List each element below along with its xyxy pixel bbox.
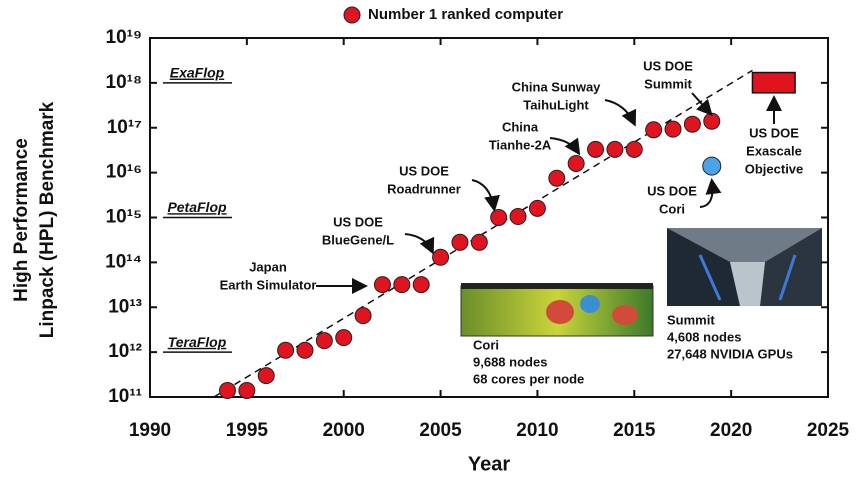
data-point <box>528 199 546 217</box>
annotation-arrow <box>404 233 435 255</box>
data-point <box>451 233 469 251</box>
data-point <box>625 140 643 158</box>
annotation: US DOE <box>643 58 693 73</box>
annotation: US DOE <box>333 214 383 229</box>
caption: Summit <box>667 312 715 327</box>
y-tick-label: 10¹⁵ <box>106 207 142 228</box>
data-point <box>567 154 585 172</box>
data-point <box>645 121 663 139</box>
x-tick-label: 2005 <box>419 420 462 441</box>
data-point <box>606 140 624 158</box>
annotation: US DOE <box>399 163 449 178</box>
annotation-arrow <box>604 99 637 127</box>
data-point <box>393 276 411 294</box>
y-tick-label: 10¹⁹ <box>106 27 142 48</box>
cori-photo <box>460 283 654 337</box>
data-point <box>432 248 450 266</box>
x-tick-label: 2015 <box>613 420 656 441</box>
x-axis-title: Year <box>468 453 510 475</box>
x-tick-label: 2020 <box>710 420 752 441</box>
y-tick-label: 10¹³ <box>108 296 142 317</box>
data-point <box>470 233 488 251</box>
annotation: Japan <box>249 259 287 274</box>
annotation-arrow <box>549 137 581 156</box>
data-point <box>702 156 722 176</box>
data-point <box>315 332 333 350</box>
y-tick-label: 10¹⁷ <box>107 117 142 138</box>
annotation: BlueGene/L <box>322 232 394 247</box>
annotation: China <box>502 119 539 134</box>
summit-photo <box>667 228 822 306</box>
data-point <box>335 329 353 347</box>
legend-label: Number 1 ranked computer <box>368 6 563 23</box>
data-point <box>238 381 256 399</box>
annotation-arrow <box>699 178 722 208</box>
y-tick-label: 10¹⁶ <box>106 162 142 183</box>
annotation: Earth Simulator <box>220 277 317 292</box>
data-point <box>412 276 430 294</box>
data-point <box>257 367 275 385</box>
trend-line <box>213 69 753 398</box>
caption: 4,608 nodes <box>667 329 741 344</box>
objective-box <box>751 71 796 94</box>
data-point <box>683 115 701 133</box>
reference-label: ExaFlop <box>170 65 225 81</box>
legend-marker <box>343 6 361 24</box>
x-tick-label: 2000 <box>323 420 365 441</box>
annotation: Objective <box>745 161 804 176</box>
annotation: TaihuLight <box>523 97 589 112</box>
caption: 27,648 NVIDIA GPUs <box>667 346 793 361</box>
x-tick-label: 2010 <box>516 420 558 441</box>
data-point <box>354 307 372 325</box>
data-point <box>277 341 295 359</box>
caption: 9,688 nodes <box>473 354 547 369</box>
data-point <box>587 140 605 158</box>
data-point <box>296 341 314 359</box>
caption: Cori <box>473 337 499 352</box>
y-tick-label: 10¹⁴ <box>105 251 142 272</box>
annotation: US DOE <box>647 183 697 198</box>
annotation-arrow <box>471 179 500 212</box>
reference-label: TeraFlop <box>168 334 227 350</box>
data-point <box>703 112 721 130</box>
annotation: Tianhe-2A <box>489 137 552 152</box>
data-point <box>373 276 391 294</box>
y-axis-title: High Performance <box>11 138 32 302</box>
y-axis-title: Linpack (HPL) Benchmark <box>37 101 58 338</box>
y-tick-label: 10¹⁸ <box>106 72 142 93</box>
data-point <box>490 209 508 226</box>
x-tick-label: 1990 <box>129 420 171 441</box>
annotation: US DOE <box>749 125 799 140</box>
data-point <box>218 381 236 399</box>
data-point <box>664 120 682 138</box>
data-point <box>548 169 566 187</box>
data-point <box>509 208 527 226</box>
annotation: Roadrunner <box>387 181 461 196</box>
annotation: China Sunway <box>512 79 602 94</box>
annotation-arrow <box>691 92 713 116</box>
y-tick-label: 10¹¹ <box>108 386 142 407</box>
caption: 68 cores per node <box>473 371 584 386</box>
annotation: Summit <box>644 76 692 91</box>
y-tick-label: 10¹² <box>108 341 142 362</box>
x-tick-label: 2025 <box>807 420 850 441</box>
annotation: Exascale <box>746 143 802 158</box>
x-tick-label: 1995 <box>226 420 269 441</box>
reference-label: PetaFlop <box>167 199 227 215</box>
annotation: Cori <box>659 201 685 216</box>
